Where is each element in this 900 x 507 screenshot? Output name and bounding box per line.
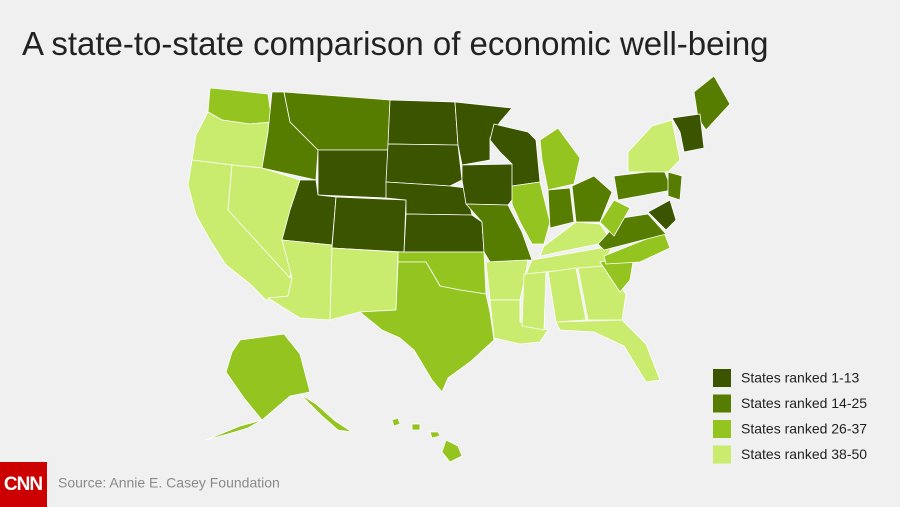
legend-swatch	[713, 394, 731, 413]
state	[547, 187, 575, 229]
state	[403, 213, 485, 253]
state	[511, 181, 551, 245]
state	[205, 419, 263, 441]
state	[331, 196, 407, 253]
state	[299, 393, 353, 433]
state	[454, 101, 513, 166]
state	[461, 163, 521, 206]
state	[599, 199, 631, 237]
state	[555, 319, 661, 383]
state	[571, 175, 613, 223]
legend-label: States ranked 26-37	[741, 421, 867, 437]
legend-label: States ranked 38-50	[741, 446, 867, 462]
state	[441, 439, 463, 463]
state	[329, 247, 399, 321]
state	[547, 267, 587, 323]
state	[359, 261, 495, 393]
state	[521, 271, 547, 331]
legend-swatch	[713, 420, 731, 438]
source: Source: Annie E. Casey Foundation	[58, 475, 280, 491]
state	[391, 417, 401, 427]
state	[387, 99, 459, 146]
legend-swatch	[713, 445, 731, 464]
logo-box	[0, 462, 47, 507]
title: A state-to-state comparison of economic …	[22, 25, 769, 62]
logo: CNN	[4, 474, 42, 495]
legend: States ranked 1-13 States ranked 14-25 Sta…	[713, 369, 867, 464]
state	[693, 75, 731, 131]
legend-label: States ranked 1-13	[741, 370, 860, 386]
state	[385, 143, 463, 187]
state	[671, 113, 705, 153]
state	[485, 259, 529, 301]
state	[539, 127, 581, 191]
state	[225, 333, 311, 421]
legend-swatch	[713, 369, 731, 387]
state	[627, 119, 681, 173]
state	[647, 199, 677, 231]
state	[317, 149, 389, 199]
state	[667, 171, 683, 201]
state	[411, 423, 421, 431]
us-map	[187, 75, 731, 463]
state	[429, 431, 441, 439]
state	[489, 299, 549, 345]
legend-label: States ranked 14-25	[741, 395, 867, 411]
